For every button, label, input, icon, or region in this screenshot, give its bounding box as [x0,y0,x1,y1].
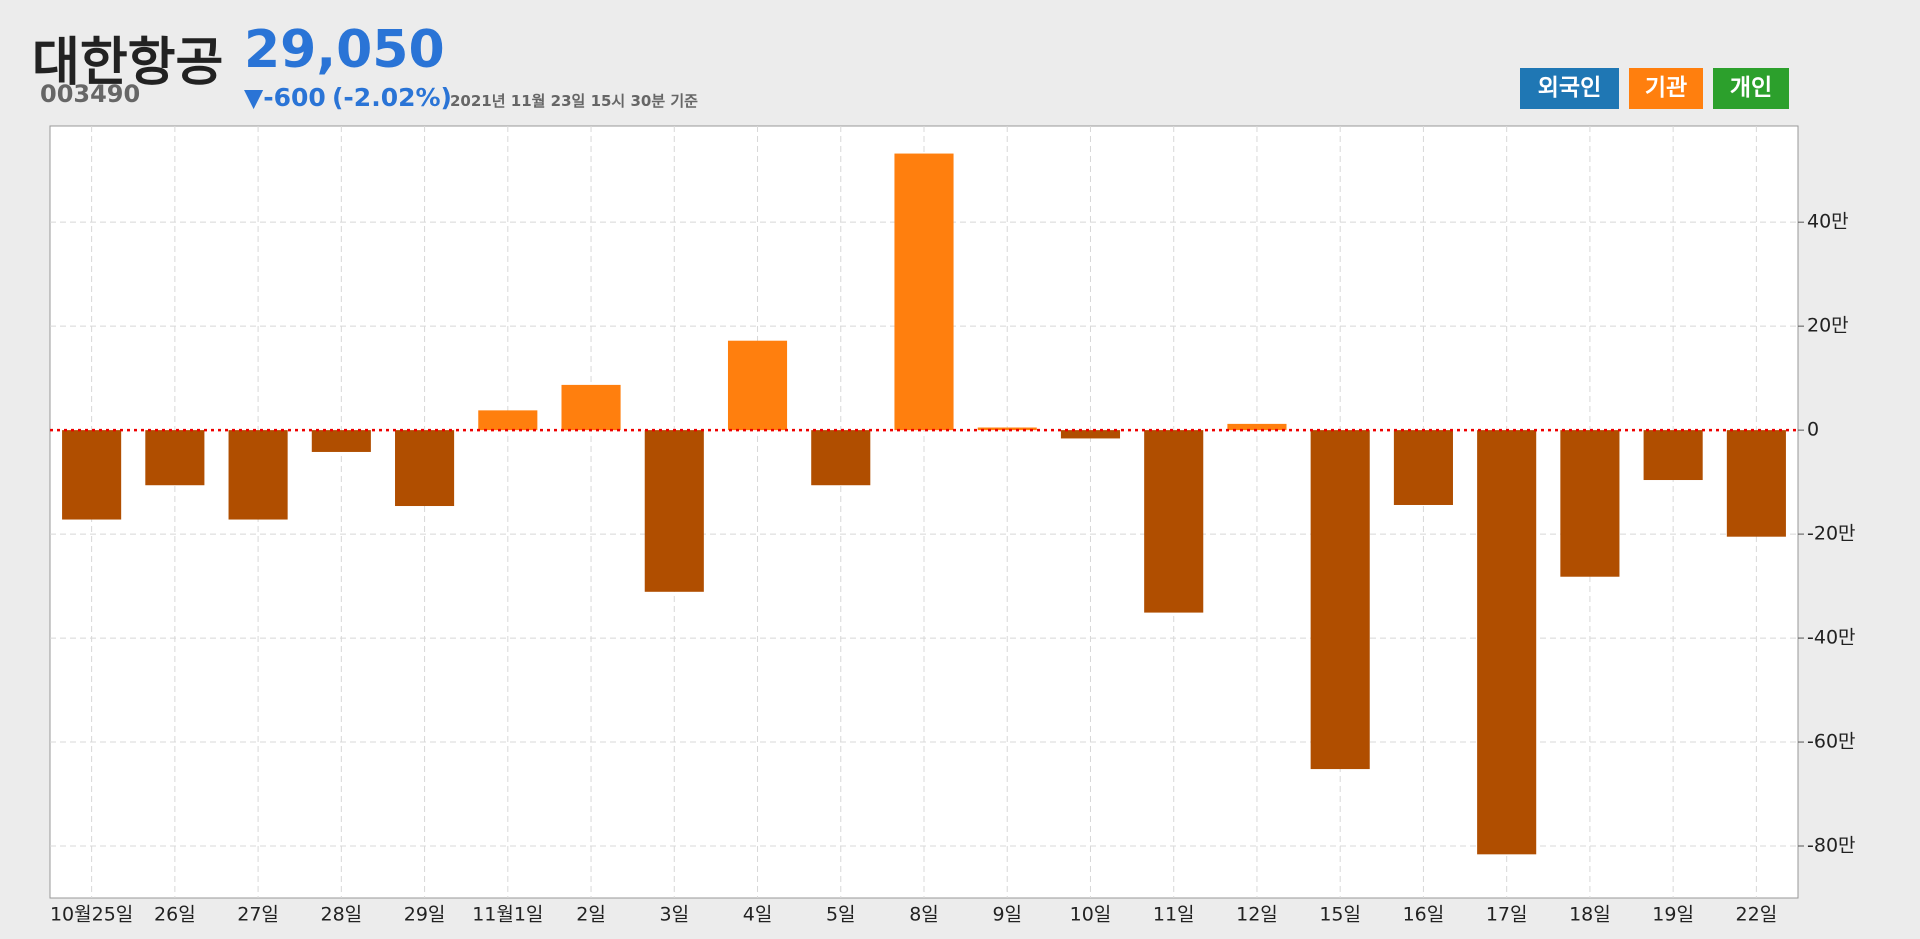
bar [1393,430,1453,505]
x-tick-label: 12일 [1236,904,1278,926]
stock-code: 003490 [40,80,141,108]
bar [811,430,871,486]
bar [228,430,288,520]
bar [478,410,538,431]
y-tick-label: -40만 [1807,627,1856,649]
timestamp: 2021년 11월 23일 15시 30분 기준 [450,92,698,110]
bar [1477,430,1537,855]
y-tick-label: 40만 [1807,211,1849,233]
x-tick-label: 26일 [154,904,196,926]
legend-button[interactable]: 개인 [1713,68,1789,109]
bar [1560,430,1620,577]
y-tick-label: 20만 [1807,315,1849,337]
y-tick-label: 0 [1807,419,1819,441]
change-rate: (-2.02%) [332,83,452,112]
y-tick-label: -60만 [1807,731,1856,753]
bar [1060,430,1121,439]
bar [727,340,788,431]
bar [561,384,621,431]
x-tick-label: 22일 [1736,904,1778,926]
bar [1144,430,1204,613]
x-tick-label: 8일 [909,904,939,926]
bar [644,430,704,592]
x-tick-label: 19일 [1652,904,1694,926]
x-tick-label: 18일 [1569,904,1611,926]
bar [1310,430,1370,770]
bar [1726,430,1786,537]
change: ▼-600 [244,83,326,112]
bar [311,430,371,452]
x-tick-label: 5일 [826,904,856,926]
x-tick-label: 10월25일 [50,904,133,926]
x-tick-label: 2일 [576,904,606,926]
x-tick-label: 11월1일 [472,904,543,926]
y-tick-label: -20만 [1807,523,1856,545]
x-tick-label: 15일 [1319,904,1361,926]
bar [894,153,954,431]
stock-name: 대한항공 [32,33,224,93]
y-tick-label: -80만 [1807,835,1856,857]
x-tick-label: 10일 [1070,904,1112,926]
x-tick-label: 11일 [1153,904,1195,926]
x-tick-label: 28일 [320,904,362,926]
price: 29,050 [244,20,445,80]
x-tick-label: 29일 [404,904,446,926]
bar [62,430,122,520]
bar [145,430,205,486]
x-tick-label: 4일 [743,904,773,926]
bar [977,427,1037,431]
x-tick-label: 3일 [659,904,689,926]
x-tick-label: 9일 [992,904,1022,926]
bar [1227,423,1287,431]
x-tick-label: 17일 [1486,904,1528,926]
x-tick-label: 27일 [237,904,279,926]
legend-button[interactable]: 외국인 [1520,68,1619,109]
bar [395,430,455,507]
bar [1643,430,1703,481]
x-tick-label: 16일 [1403,904,1445,926]
legend-button[interactable]: 기관 [1629,68,1703,109]
